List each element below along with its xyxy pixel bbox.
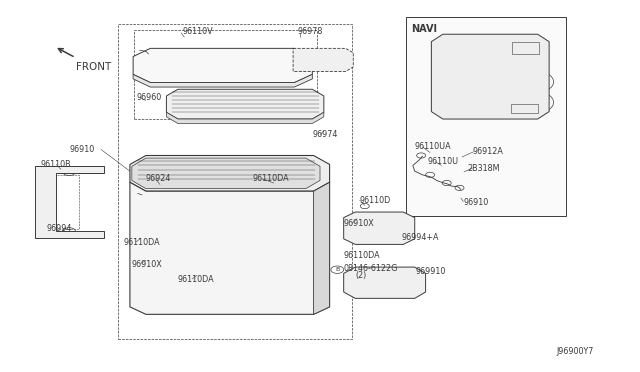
Text: 96910: 96910 xyxy=(70,145,95,154)
Polygon shape xyxy=(314,182,330,314)
Text: 96110B: 96110B xyxy=(40,160,71,169)
Bar xyxy=(118,24,352,339)
Text: 96910: 96910 xyxy=(463,198,488,207)
Text: FRONT: FRONT xyxy=(76,62,111,73)
Text: 96110DA: 96110DA xyxy=(124,238,160,247)
Bar xyxy=(512,42,539,54)
Text: (2): (2) xyxy=(355,271,367,280)
Bar xyxy=(406,17,566,216)
Polygon shape xyxy=(344,212,415,244)
Text: 969910: 969910 xyxy=(416,267,446,276)
Text: 96110D: 96110D xyxy=(360,196,391,205)
Text: 96110DA: 96110DA xyxy=(253,174,289,183)
Polygon shape xyxy=(344,267,426,298)
Polygon shape xyxy=(133,74,312,87)
Polygon shape xyxy=(133,48,312,83)
Text: 2B318M: 2B318M xyxy=(467,164,500,173)
Text: 96910X: 96910X xyxy=(131,260,162,269)
Text: 96994: 96994 xyxy=(46,224,72,233)
Text: 96978: 96978 xyxy=(298,28,323,36)
Polygon shape xyxy=(130,182,330,314)
Text: 96974: 96974 xyxy=(313,130,339,139)
Polygon shape xyxy=(166,89,324,119)
Text: 96110DA: 96110DA xyxy=(344,251,380,260)
Bar xyxy=(44,175,79,229)
Text: 96110V: 96110V xyxy=(182,28,213,36)
Polygon shape xyxy=(35,166,104,238)
Bar xyxy=(134,30,317,119)
Polygon shape xyxy=(293,48,353,71)
Polygon shape xyxy=(431,34,549,119)
Polygon shape xyxy=(132,158,320,189)
Text: 96110DA: 96110DA xyxy=(178,275,214,284)
Text: 96110UA: 96110UA xyxy=(415,142,451,151)
Text: NAVI: NAVI xyxy=(412,24,438,34)
Bar xyxy=(511,104,538,113)
Text: 08146-6122G: 08146-6122G xyxy=(344,264,398,273)
Polygon shape xyxy=(166,112,324,124)
Text: 96912A: 96912A xyxy=(472,147,503,156)
Text: J96900Y7: J96900Y7 xyxy=(557,347,594,356)
Text: 96924: 96924 xyxy=(146,174,172,183)
Text: 96960: 96960 xyxy=(136,93,161,102)
Polygon shape xyxy=(130,155,330,191)
Bar xyxy=(248,56,300,71)
Text: 96110U: 96110U xyxy=(428,157,459,166)
Text: 96994+A: 96994+A xyxy=(402,233,440,242)
Text: 96910X: 96910X xyxy=(344,219,374,228)
Text: B: B xyxy=(335,267,339,272)
